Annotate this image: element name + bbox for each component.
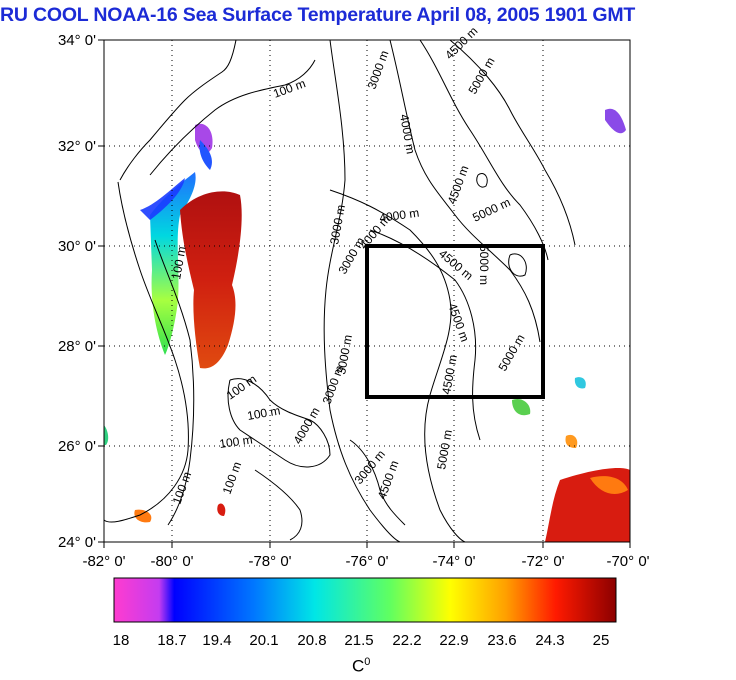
lon-label: -72° 0' — [521, 553, 564, 570]
colorbar-tick: 22.9 — [439, 632, 469, 649]
isobath-100-north — [149, 59, 316, 176]
bahamas-shelf3 — [349, 439, 406, 526]
contour-label: 5000 m — [477, 245, 491, 285]
bahamas-shelf2 — [254, 469, 303, 541]
lon-label: -74° 0' — [432, 553, 475, 570]
isobath-5000 — [449, 40, 576, 246]
contour-label: 5000 m — [434, 429, 455, 471]
contour-label: 4000 m — [378, 206, 420, 225]
seamount — [476, 172, 488, 188]
lat-label: 28° 0' — [58, 338, 96, 355]
colorbar-tick: 22.2 — [392, 632, 422, 649]
map-title: RU COOL NOAA-16 Sea Surface Temperature … — [0, 4, 636, 26]
colorbar-unit: C0 — [352, 656, 370, 677]
colorbar-tick: 18 — [112, 632, 130, 649]
colorbar-tick: 19.4 — [202, 632, 232, 649]
sst-data-layer — [104, 108, 630, 542]
coastline-florida — [104, 181, 189, 523]
colorbar-gradient — [113, 577, 617, 623]
contour-label: 4500 m — [442, 24, 480, 62]
seamount2 — [508, 253, 527, 277]
latitude-labels: 34° 0' 32° 0' 30° 0' 28° 0' 26° 0' 24° 0… — [58, 32, 96, 551]
colorbar-tick: 20.8 — [297, 632, 327, 649]
lat-label: 26° 0' — [58, 438, 96, 455]
contour-label: 5000 m — [470, 195, 512, 225]
contour-label: 4000 m — [397, 113, 418, 155]
longitude-labels: -82° 0' -80° 0' -78° 0' -76° 0' -74° 0' … — [82, 553, 649, 570]
unit-sup: 0 — [364, 656, 371, 668]
contour-label: 3000 m — [327, 204, 348, 246]
contour-label: 4500 m — [445, 301, 472, 343]
unit-base: C — [352, 656, 365, 676]
lon-label: -78° 0' — [248, 553, 291, 570]
contour-label: 4500 m — [445, 164, 472, 206]
contour-lines — [104, 40, 576, 542]
contour-label: 100 m — [218, 432, 253, 451]
colorbar-tick: 21.5 — [344, 632, 374, 649]
contour-label: 100 m — [169, 245, 189, 280]
coastline — [119, 40, 237, 181]
contour-label: 5000 m — [465, 55, 497, 97]
lon-label: -82° 0' — [82, 553, 125, 570]
study-area-box — [365, 244, 545, 399]
lon-label: -80° 0' — [150, 553, 193, 570]
colorbar-tick: 20.1 — [249, 632, 279, 649]
contour-label: 4500 m — [439, 354, 460, 396]
isobath-4000 — [389, 40, 541, 343]
isobath-3000 — [323, 40, 401, 542]
colorbar-tick: 23.6 — [487, 632, 517, 649]
contour-label: 3000 m — [320, 364, 347, 406]
contour-label: 100 m — [220, 460, 245, 496]
lat-label: 30° 0' — [58, 238, 96, 255]
colorbar-tick: 18.7 — [157, 632, 187, 649]
lat-label: 24° 0' — [58, 534, 96, 551]
lon-label: -70° 0' — [606, 553, 649, 570]
contour-label: 100 m — [224, 372, 259, 403]
axis-ticks — [98, 39, 631, 548]
colorbar-tick: 25 — [592, 632, 610, 649]
lat-label: 32° 0' — [58, 138, 96, 155]
contour-label: 3000 m — [334, 334, 355, 376]
contour-label: 5000 m — [495, 332, 527, 374]
lat-label: 34° 0' — [58, 32, 96, 49]
isobath-4500 — [419, 40, 549, 261]
contour-label: 100 m — [246, 403, 281, 423]
colorbar-tick: 24.3 — [535, 632, 565, 649]
contour-label: 3000 m — [365, 49, 392, 91]
contour-label: 100 m — [271, 76, 307, 101]
lon-label: -76° 0' — [345, 553, 388, 570]
isobath-100-south — [154, 239, 195, 526]
isobath-inner — [329, 189, 466, 542]
contour-label: 4500 m — [436, 247, 476, 283]
